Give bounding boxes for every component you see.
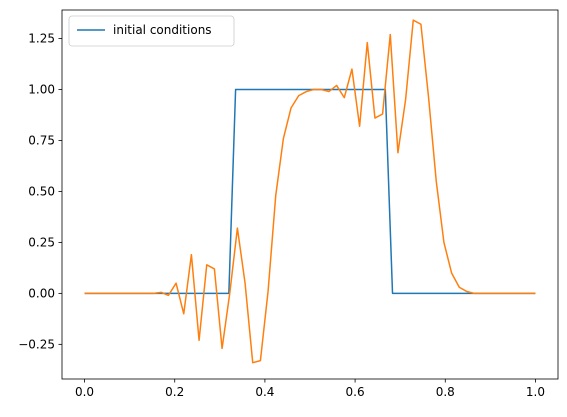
series-line-1 xyxy=(84,19,536,364)
series-layer xyxy=(84,19,536,364)
legend-box xyxy=(68,15,235,47)
legend: initial conditions xyxy=(68,15,235,47)
x-tick-label: 0.0 xyxy=(75,385,94,399)
y-tick-label: 1.25 xyxy=(28,32,55,46)
x-tick-label: 0.6 xyxy=(346,385,365,399)
y-tick-label: 0.50 xyxy=(28,184,55,198)
y-tick-label: 0.00 xyxy=(28,286,55,300)
x-tick-label: 1.0 xyxy=(526,385,545,399)
y-tick-label: 1.00 xyxy=(28,83,55,97)
x-tick-label: 0.8 xyxy=(436,385,455,399)
x-axis: 0.0 0.2 0.4 0.6 0.8 1.0 xyxy=(75,379,545,399)
y-tick-label: 0.25 xyxy=(28,235,55,249)
plot-frame xyxy=(61,9,559,380)
y-tick-label: 0.75 xyxy=(28,133,55,147)
series-line-0 xyxy=(84,88,536,295)
x-tick-label: 0.4 xyxy=(255,385,274,399)
plot-area xyxy=(62,10,558,379)
legend-label: initial conditions xyxy=(113,23,212,37)
y-tick-label: −0.25 xyxy=(18,337,55,351)
x-tick-label: 0.2 xyxy=(165,385,184,399)
y-axis: −0.25 0.00 0.25 0.50 0.75 1.00 1.25 xyxy=(18,32,62,351)
